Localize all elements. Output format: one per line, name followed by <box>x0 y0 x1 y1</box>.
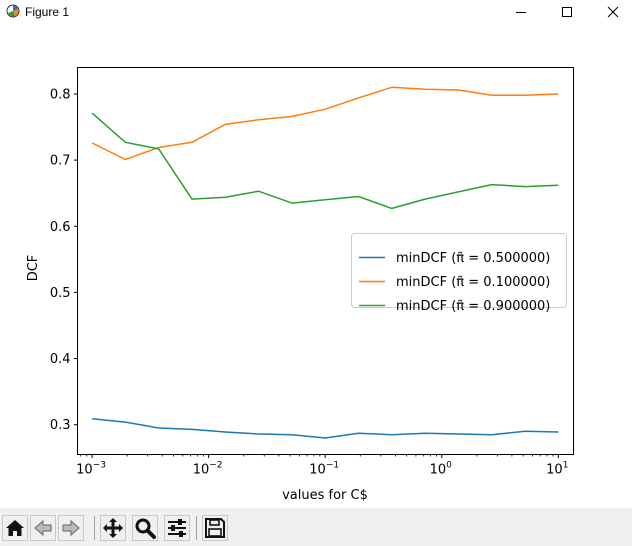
legend-label: minDCF (π̃ = 0.900000) <box>396 299 550 314</box>
x-tick-label-base: 10 <box>430 463 447 478</box>
pan-button[interactable] <box>100 515 126 541</box>
save-button[interactable] <box>202 515 228 541</box>
y-tick-label: 0.5 <box>50 286 71 301</box>
close-button[interactable] <box>590 0 632 24</box>
x-tick-label-exponent: 1 <box>563 461 569 471</box>
x-tick-label: 100 <box>430 461 453 478</box>
back-button[interactable] <box>30 515 56 541</box>
x-tick-label-exponent: 0 <box>446 461 452 471</box>
legend-box <box>351 233 567 308</box>
series-line-2 <box>91 112 559 210</box>
magnifier-icon <box>135 518 156 539</box>
zoom-button[interactable] <box>132 515 158 541</box>
legend-label: minDCF (π̃ = 0.500000) <box>396 251 550 266</box>
y-tick-label: 0.3 <box>50 418 71 433</box>
y-tick-label: 0.7 <box>50 154 71 169</box>
y-axis-label: DCF <box>26 255 41 282</box>
minimize-button[interactable] <box>498 0 544 24</box>
minimize-icon <box>516 12 526 13</box>
home-icon <box>6 520 24 536</box>
maximize-button[interactable] <box>544 0 590 24</box>
sliders-icon <box>168 519 186 537</box>
back-arrow-icon <box>34 519 52 537</box>
y-tick-label: 0.8 <box>50 87 71 102</box>
legend-label: minDCF (π̃ = 0.100000) <box>396 275 550 290</box>
series-line-1 <box>91 86 559 161</box>
x-tick-label: 10−3 <box>76 461 106 478</box>
close-icon <box>607 6 619 18</box>
window-title: Figure 1 <box>25 5 70 19</box>
x-tick-label-base: 10 <box>309 463 326 478</box>
forward-button[interactable] <box>58 515 84 541</box>
x-tick-label-exponent: −2 <box>209 461 222 471</box>
toolbar-separator <box>196 516 197 540</box>
legend: minDCF (π̃ = 0.500000) minDCF (π̃ = 0.100… <box>351 233 567 314</box>
x-tick-label-exponent: −1 <box>326 461 339 471</box>
maximize-icon <box>562 7 572 17</box>
navigation-toolbar <box>0 508 632 546</box>
toolbar-separator <box>94 516 95 540</box>
floppy-disk-icon <box>205 518 225 538</box>
figure-canvas[interactable]: 0.3 0.4 0.5 0.6 0.7 0.8 10−3 10−2 10−1 100 101 va… <box>0 24 632 508</box>
x-tick-label-base: 10 <box>76 463 93 478</box>
x-tick-label: 10−2 <box>193 461 223 478</box>
move-icon <box>103 518 123 538</box>
y-tick-label: 0.4 <box>50 352 71 367</box>
y-tick-label: 0.6 <box>50 220 71 235</box>
x-tick-label: 101 <box>546 461 568 478</box>
x-tick-label: 10−1 <box>309 461 339 478</box>
line-chart: 0.30.40.50.60.70.8 10−3 10−2 10−1 100 101 va… <box>26 67 574 503</box>
forward-arrow-icon <box>62 519 80 537</box>
title-bar: Figure 1 <box>0 0 632 24</box>
matplotlib-icon <box>6 4 20 18</box>
x-axis-label: values for C$ <box>282 488 368 503</box>
home-button[interactable] <box>2 515 28 541</box>
x-tick-label-exponent: −3 <box>93 461 106 471</box>
series-line-0 <box>92 418 559 439</box>
x-tick-label-base: 10 <box>193 463 210 478</box>
configure-subplots-button[interactable] <box>164 515 190 541</box>
x-tick-label-base: 10 <box>546 463 563 478</box>
